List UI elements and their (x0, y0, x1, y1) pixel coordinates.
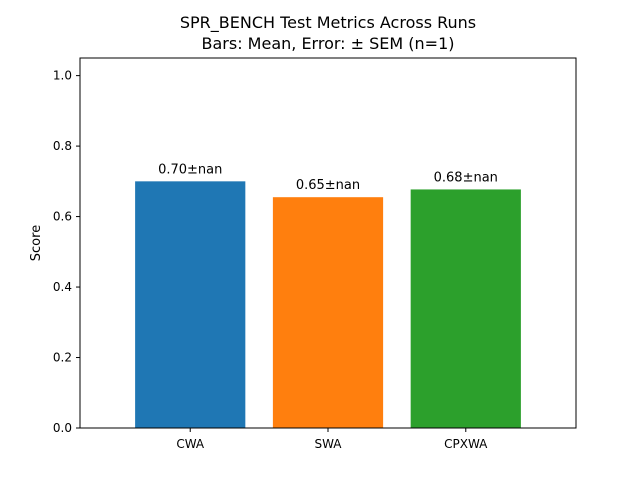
y-tick-label: 1.0 (53, 69, 72, 83)
y-tick-label: 0.4 (53, 280, 72, 294)
y-axis-label: Score (29, 225, 44, 261)
x-tick-label: SWA (314, 437, 342, 451)
y-tick-label: 0.2 (53, 351, 72, 365)
y-tick-label: 0.8 (53, 139, 72, 153)
y-tick-label: 0.6 (53, 210, 72, 224)
x-tick-label: CPXWA (444, 437, 488, 451)
bar-value-label: 0.68±nan (434, 170, 498, 185)
chart-subtitle: Bars: Mean, Error: ± SEM (n=1) (202, 34, 455, 53)
y-tick-label: 0.0 (53, 421, 72, 435)
plot-frame (79, 57, 577, 429)
bar-cwa (135, 181, 246, 428)
y-axis-ticks: 0.0 0.2 0.4 0.6 0.8 1.0 (53, 69, 80, 435)
data-labels: 0.70±nan 0.65±nan 0.68±nan (158, 162, 498, 193)
x-tick-label: CWA (176, 437, 205, 451)
x-axis-ticks: CWA SWA CPXWA (176, 428, 488, 451)
bar-value-label: 0.70±nan (158, 162, 222, 177)
chart-title: SPR_BENCH Test Metrics Across Runs (180, 13, 476, 33)
bar-swa (272, 197, 384, 428)
bars-group (135, 181, 521, 428)
bar-cpxwa (410, 189, 521, 428)
bar-value-label: 0.65±nan (296, 178, 360, 193)
